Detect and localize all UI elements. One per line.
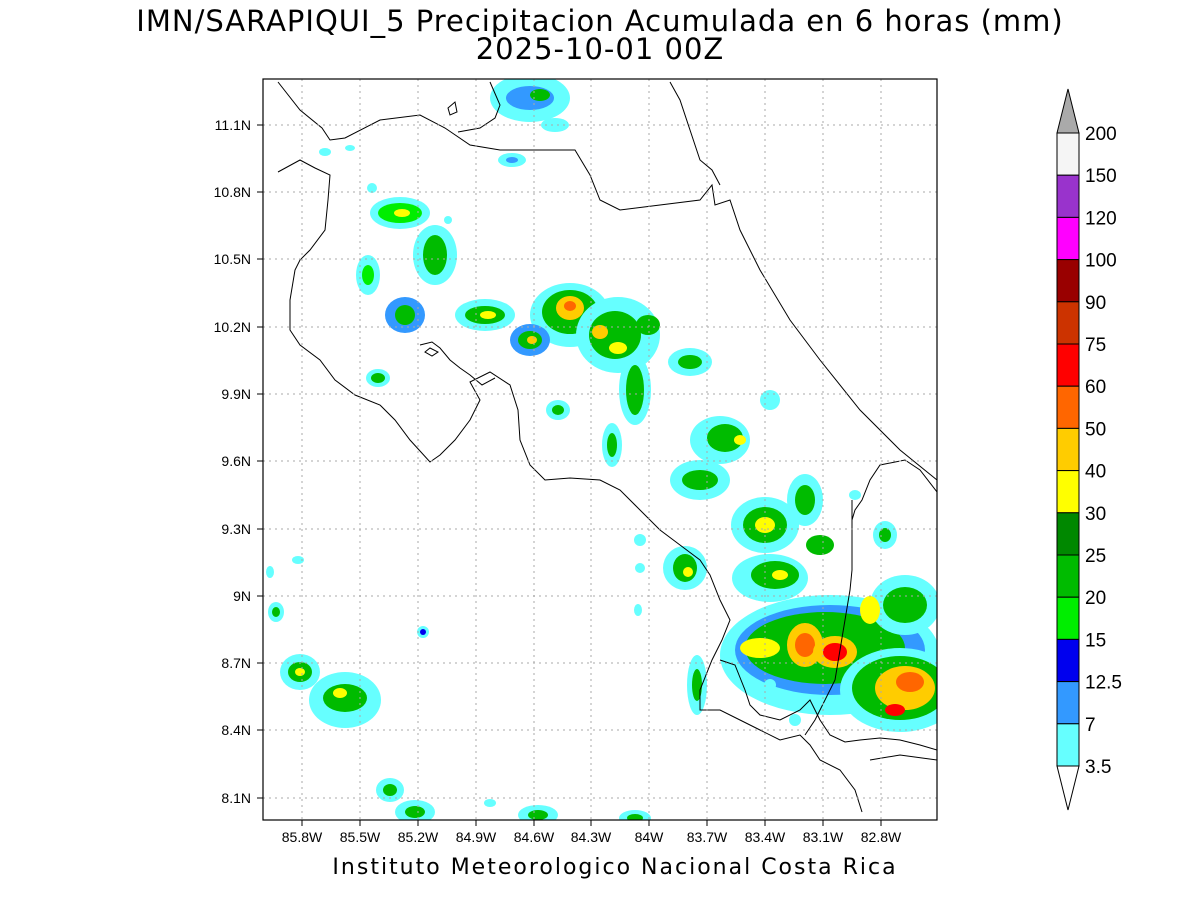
lon-label: 85.8W xyxy=(282,829,323,845)
lat-label: 8.7N xyxy=(221,655,251,671)
colorbar-swatch xyxy=(1056,723,1080,767)
lon-label: 84.3W xyxy=(571,829,612,845)
colorbar-swatch xyxy=(1056,174,1080,218)
colorbar-label: 40 xyxy=(1085,462,1106,483)
lat-label: 9.6N xyxy=(221,453,251,469)
lat-label: 10.8N xyxy=(214,184,251,200)
colorbar-swatch xyxy=(1056,470,1080,514)
lat-label: 10.5N xyxy=(214,251,251,267)
lon-label: 84W xyxy=(635,829,665,845)
colorbar-swatch xyxy=(1056,427,1080,472)
colorbar-swatch xyxy=(1056,343,1080,387)
colorbar-label: 60 xyxy=(1085,377,1106,398)
colorbar-label: 120 xyxy=(1085,208,1117,229)
colorbar-swatch xyxy=(1056,638,1080,683)
colorbar-swatch xyxy=(1056,681,1080,725)
lat-label: 10.2N xyxy=(214,319,251,335)
lon-label: 85.5W xyxy=(340,829,381,845)
longitude-labels: 85.8W 85.5W 85.2W 84.9W 84.6W 84.3W 84W … xyxy=(282,829,902,845)
colorbar-top-arrow xyxy=(1056,88,1080,134)
colorbar-label: 75 xyxy=(1085,335,1106,356)
colorbar-label: 15 xyxy=(1085,630,1106,651)
colorbar-label: 200 xyxy=(1085,124,1117,145)
colorbar-swatch xyxy=(1056,596,1080,640)
map-frame xyxy=(262,78,938,821)
lon-label: 85.2W xyxy=(398,829,439,845)
country-borders xyxy=(277,81,937,813)
colorbar-swatch xyxy=(1056,132,1080,176)
latitude-labels: 11.1N 10.8N 10.5N 10.2N 9.9N 9.6N 9.3N 9… xyxy=(214,117,251,806)
colorbar-swatch xyxy=(1056,385,1080,429)
colorbar-label: 30 xyxy=(1085,504,1106,525)
colorbar-label: 50 xyxy=(1085,419,1106,440)
lat-label: 9N xyxy=(233,588,251,604)
lat-label: 8.1N xyxy=(221,790,251,806)
lon-label: 84.6W xyxy=(514,829,555,845)
colorbar-label: 25 xyxy=(1085,546,1106,567)
colorbar-bottom-arrow xyxy=(1056,765,1080,811)
map-gridlines xyxy=(263,79,937,820)
lat-label: 9.9N xyxy=(221,386,251,402)
institution-footer: Instituto Meteorologico Nacional Costa R… xyxy=(332,855,898,880)
lat-label: 8.4N xyxy=(221,722,251,738)
colorbar-label: 20 xyxy=(1085,588,1106,609)
colorbar-label: 90 xyxy=(1085,293,1106,314)
axis-ticks xyxy=(257,124,882,826)
colorbar-swatch xyxy=(1056,512,1080,556)
lon-label: 83.1W xyxy=(803,829,844,845)
lat-label: 11.1N xyxy=(215,117,251,133)
colorbar-swatch xyxy=(1056,216,1080,261)
colorbar-label: 7 xyxy=(1085,715,1096,736)
lon-label: 83.4W xyxy=(745,829,786,845)
colorbar: 3.5 7 12.5 15 20 25 30 40 50 60 75 90 100 120 150 200 xyxy=(1056,88,1122,811)
colorbar-swatch xyxy=(1056,554,1080,598)
lon-label: 83.7W xyxy=(687,829,728,845)
colorbar-label: 100 xyxy=(1085,251,1117,272)
map-title: IMN/SARAPIQUI_5 Precipitacion Acumulada … xyxy=(136,4,1064,38)
map-date: 2025-10-01 00Z xyxy=(475,32,725,66)
colorbar-label: 12.5 xyxy=(1085,673,1122,694)
colorbar-label: 3.5 xyxy=(1085,757,1111,778)
precip-field xyxy=(266,79,937,820)
colorbar-swatch xyxy=(1056,259,1080,303)
lat-label: 9.3N xyxy=(221,521,251,537)
lon-label: 82.8W xyxy=(861,829,902,845)
colorbar-swatch xyxy=(1056,301,1080,345)
colorbar-label: 150 xyxy=(1085,166,1117,187)
lon-label: 84.9W xyxy=(456,829,497,845)
